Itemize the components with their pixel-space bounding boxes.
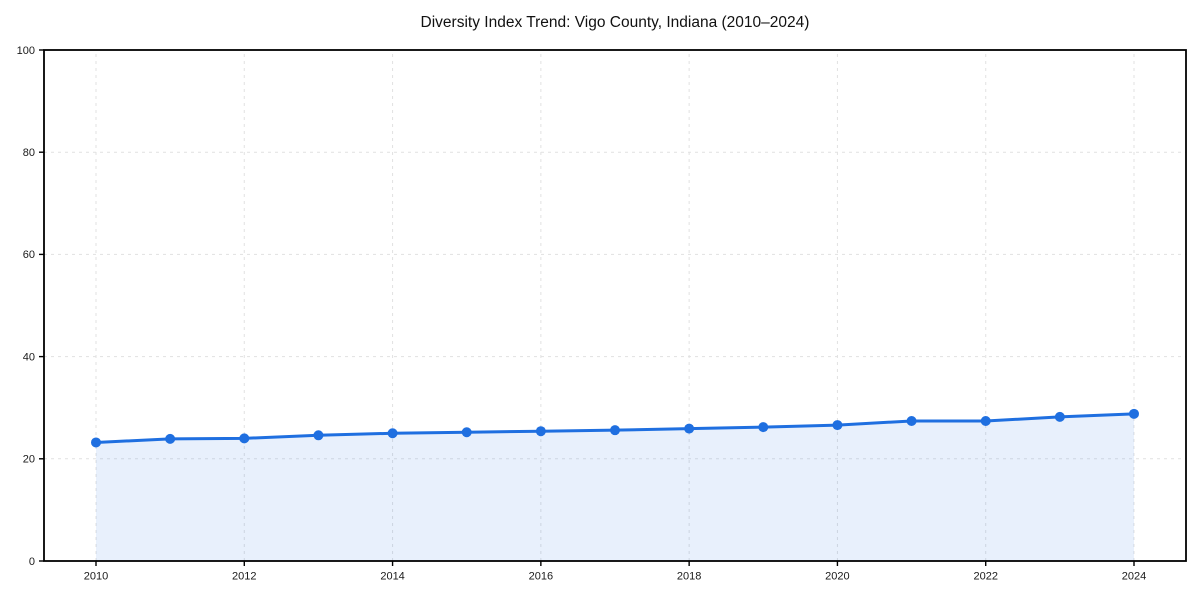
- data-point: [91, 437, 101, 448]
- y-tick-label: 20: [23, 454, 35, 466]
- y-tick-label: 40: [23, 351, 35, 363]
- data-point: [387, 428, 398, 439]
- data-point: [239, 433, 250, 444]
- data-point: [461, 427, 472, 438]
- data-point: [1054, 411, 1065, 422]
- data-points-layer: [91, 408, 1139, 448]
- x-tick-label: 2010: [84, 571, 108, 583]
- y-tick-label: 0: [29, 556, 35, 568]
- x-tick-label: 2014: [380, 571, 404, 583]
- grid-layer: [44, 50, 1186, 561]
- y-tick-label: 100: [17, 45, 35, 57]
- data-point: [1129, 408, 1139, 419]
- chart-title: Diversity Index Trend: Vigo County, Indi…: [421, 14, 810, 31]
- y-tick-label: 60: [23, 249, 35, 261]
- data-point: [758, 422, 769, 433]
- data-point: [535, 426, 546, 437]
- x-tick-label: 2022: [973, 571, 997, 583]
- data-point: [165, 433, 176, 444]
- tick-labels-layer: 2010 2012 2014 2016 2018 2020 2022 2024 0 20 40 60 8…: [17, 45, 1147, 583]
- data-point: [313, 430, 324, 441]
- plot-border: [43, 49, 1187, 562]
- y-tick-label: 80: [23, 147, 35, 159]
- x-tick-label: 2012: [232, 571, 256, 583]
- x-tick-label: 2018: [677, 571, 701, 583]
- data-point: [980, 415, 991, 426]
- data-point: [832, 420, 843, 431]
- x-tick-label: 2024: [1122, 571, 1146, 583]
- data-point: [906, 415, 917, 426]
- x-tick-label: 2020: [825, 571, 849, 583]
- x-tick-label: 2016: [529, 571, 553, 583]
- area-fill: [96, 413, 1134, 561]
- area-fill-layer: [96, 413, 1134, 561]
- data-point: [684, 423, 695, 434]
- data-point: [610, 425, 620, 436]
